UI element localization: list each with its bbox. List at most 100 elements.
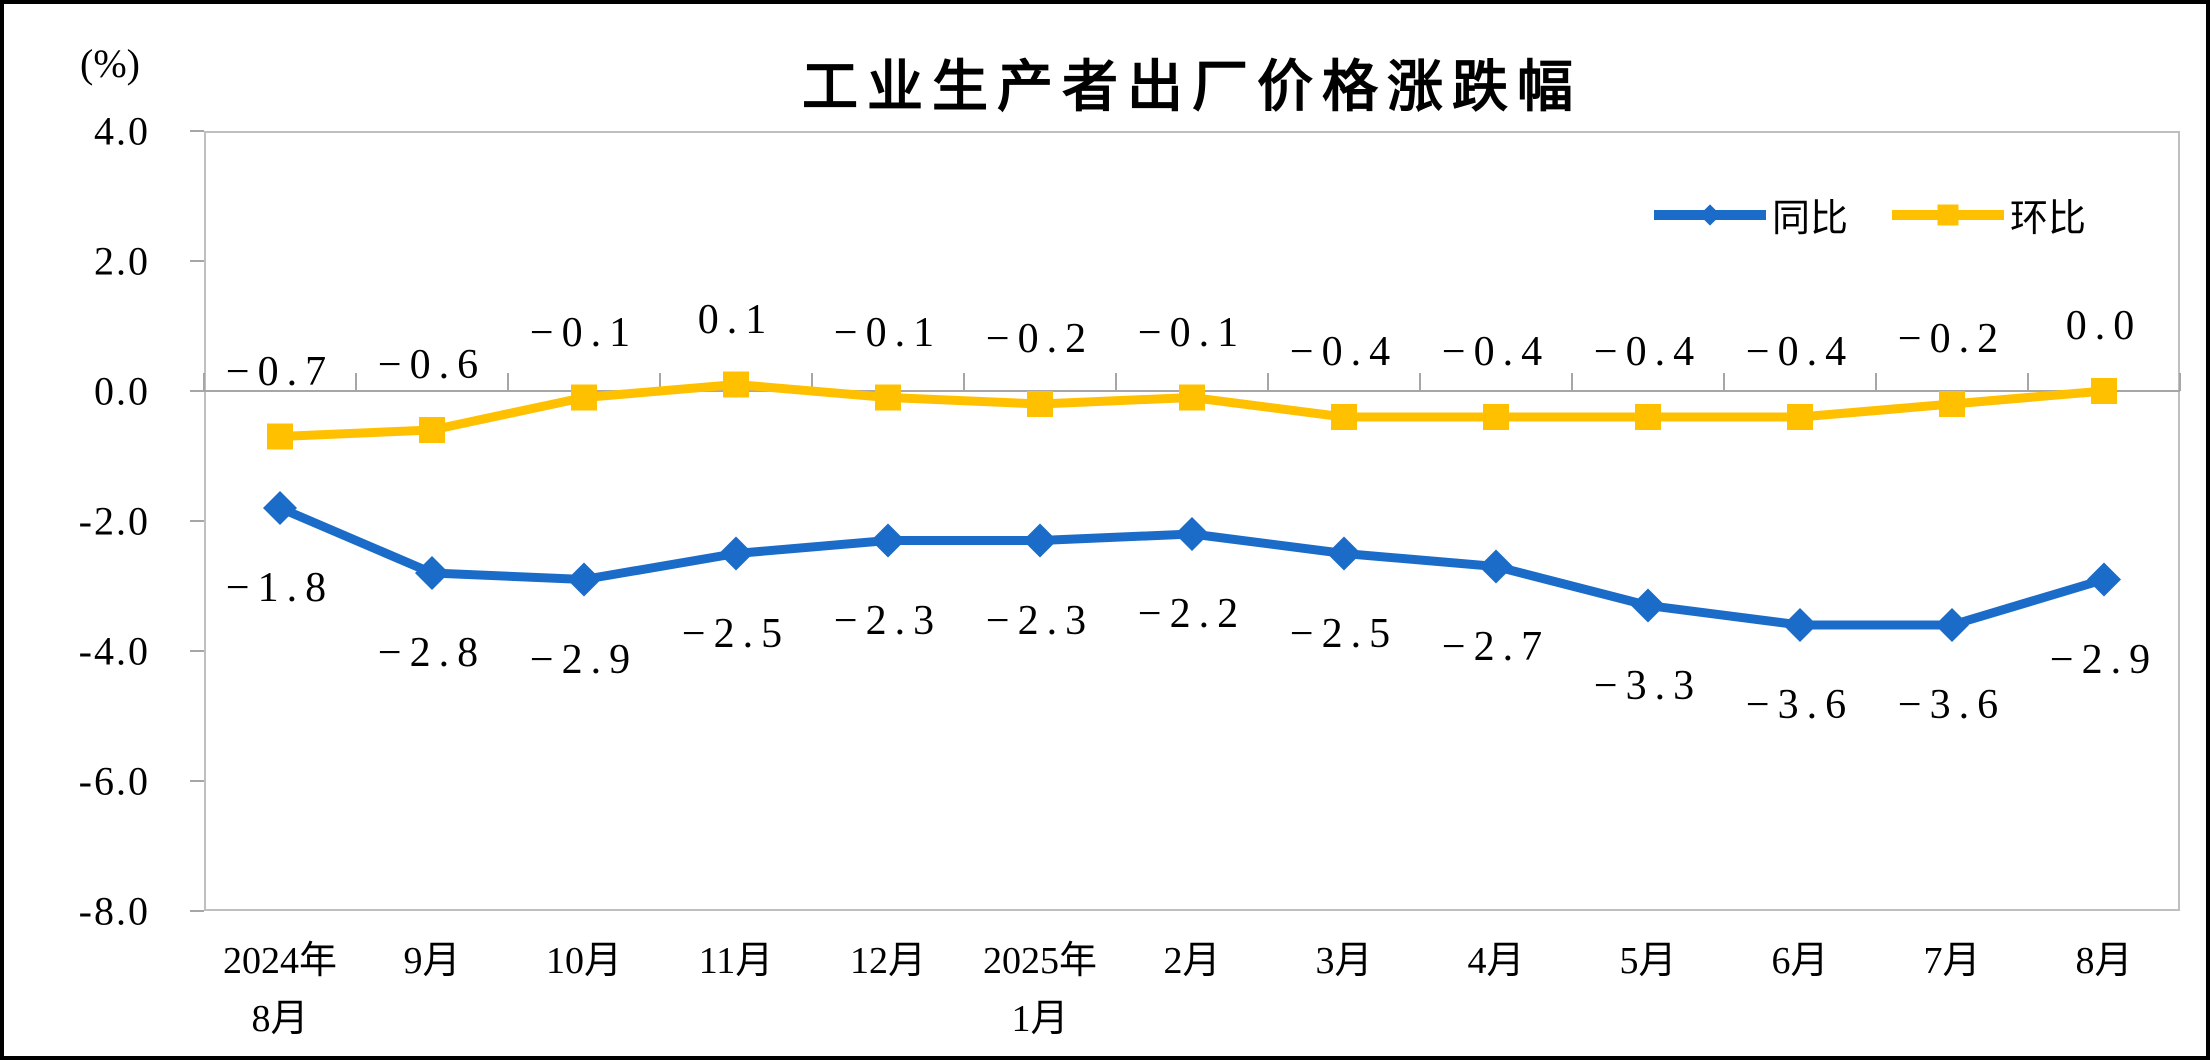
x-axis-category-label: 2025年 1月 <box>982 940 1098 1040</box>
y-tick-mark <box>190 390 204 392</box>
x-tick-mark <box>1267 373 1269 391</box>
data-label-同比: −3.6 <box>1897 682 2007 728</box>
x-axis-category-label: 3月 <box>1315 940 1373 982</box>
x-tick-mark <box>659 373 661 391</box>
data-label-环比: −0.4 <box>1289 329 1399 375</box>
y-tick-label: 4.0 <box>94 108 150 154</box>
x-tick-mark <box>1723 373 1725 391</box>
x-tick-mark <box>507 373 509 391</box>
x-axis-category-label: 9月 <box>403 940 461 982</box>
series-marker-同比 <box>1631 588 1665 623</box>
x-tick-mark <box>1875 373 1877 391</box>
data-label-同比: −2.9 <box>2049 636 2159 683</box>
series-marker-环比 <box>1939 391 1965 417</box>
y-tick-label: -4.0 <box>78 628 150 674</box>
x-axis-category-label: 5月 <box>1619 940 1677 982</box>
data-label-同比: −2.5 <box>681 610 791 657</box>
series-marker-同比 <box>1783 608 1817 642</box>
data-label-同比: −2.5 <box>1289 610 1399 657</box>
series-marker-同比 <box>567 562 601 597</box>
x-axis-category-label: 10月 <box>545 940 623 982</box>
series-marker-环比 <box>723 371 749 398</box>
series-marker-环比 <box>1635 404 1661 430</box>
data-label-环比: −0.4 <box>1593 329 1703 375</box>
data-label-环比: −0.1 <box>1137 309 1247 356</box>
data-label-环比: −0.4 <box>1745 329 1855 375</box>
data-label-同比: −3.3 <box>1593 662 1703 709</box>
x-axis-category-label: 8月 <box>2075 940 2133 982</box>
data-label-环比: 0.1 <box>697 296 775 343</box>
y-tick-mark <box>190 780 204 782</box>
x-tick-mark <box>203 373 205 391</box>
x-tick-mark <box>2179 373 2181 391</box>
data-label-环比: −0.4 <box>1441 329 1551 375</box>
y-tick-mark <box>190 520 204 522</box>
legend-line-swatch <box>1892 204 2005 225</box>
y-tick-label: -6.0 <box>78 758 150 804</box>
y-tick-mark <box>190 650 204 652</box>
y-tick-label: -8.0 <box>78 888 150 934</box>
data-label-环比: −0.7 <box>225 348 335 395</box>
legend-diamond-marker-icon <box>1699 203 1721 226</box>
series-marker-同比 <box>1023 523 1057 558</box>
series-marker-同比 <box>1935 608 1969 642</box>
data-label-同比: −2.3 <box>833 597 943 644</box>
y-tick-label: 2.0 <box>94 238 150 284</box>
data-label-环比: 0.0 <box>2065 303 2143 349</box>
legend-square-marker-icon <box>1937 204 1959 225</box>
series-marker-同比 <box>871 523 905 558</box>
series-marker-同比 <box>719 536 753 571</box>
legend-line-swatch <box>1654 203 1766 226</box>
x-tick-mark <box>963 373 965 391</box>
data-label-同比: −2.7 <box>1441 623 1551 670</box>
data-label-同比: −2.3 <box>985 597 1095 644</box>
series-marker-同比 <box>1175 517 1209 551</box>
chart-title: 工业生产者出厂价格涨跌幅 <box>802 55 1582 118</box>
series-marker-环比 <box>1027 391 1053 417</box>
data-label-环比: −0.1 <box>529 309 639 356</box>
data-label-同比: −1.8 <box>225 565 335 611</box>
y-tick-label: -2.0 <box>78 498 150 544</box>
data-label-同比: −2.2 <box>1137 591 1247 637</box>
y-axis-unit-label: (%) <box>80 41 140 86</box>
data-label-环比: −0.2 <box>985 316 1095 362</box>
x-axis-category-label: 2024年 8月 <box>222 940 338 1040</box>
legend-item-环比: 环比 <box>1892 187 2086 242</box>
x-tick-mark <box>1571 373 1573 391</box>
series-marker-同比 <box>263 491 297 525</box>
data-label-同比: −2.9 <box>529 636 639 683</box>
series-marker-环比 <box>1787 404 1813 430</box>
x-axis-category-label: 6月 <box>1771 940 1829 982</box>
chart-legend: 同比 环比 <box>1654 187 2086 242</box>
x-axis-category-label: 11月 <box>698 940 774 982</box>
data-label-环比: −0.6 <box>377 342 487 388</box>
series-marker-环比 <box>1331 404 1357 430</box>
series-marker-同比 <box>1327 536 1361 571</box>
legend-label: 环比 <box>2010 198 2087 240</box>
legend-item-同比: 同比 <box>1654 187 1848 242</box>
series-plot-canvas <box>263 371 2121 642</box>
legend-label: 同比 <box>1772 198 1849 240</box>
series-marker-环比 <box>1179 384 1205 411</box>
data-label-环比: −0.2 <box>1897 316 2007 362</box>
x-axis-category-label: 4月 <box>1467 940 1525 982</box>
series-marker-环比 <box>1483 404 1509 430</box>
x-tick-mark <box>1115 373 1117 391</box>
x-tick-mark <box>1419 373 1421 391</box>
y-tick-mark <box>190 910 204 912</box>
x-axis-category-label: 12月 <box>849 940 927 982</box>
x-tick-mark <box>811 373 813 391</box>
data-label-同比: −2.8 <box>377 630 487 676</box>
series-marker-同比 <box>1479 549 1513 584</box>
series-marker-环比 <box>419 417 445 443</box>
y-tick-label: 0.0 <box>94 368 150 414</box>
y-tick-mark <box>190 130 204 132</box>
series-marker-环比 <box>571 384 597 411</box>
series-marker-环比 <box>875 384 901 411</box>
series-marker-同比 <box>2087 562 2121 597</box>
y-tick-mark <box>190 260 204 262</box>
data-label-同比: −3.6 <box>1745 682 1855 728</box>
series-marker-同比 <box>415 556 449 590</box>
x-tick-mark <box>355 373 357 391</box>
